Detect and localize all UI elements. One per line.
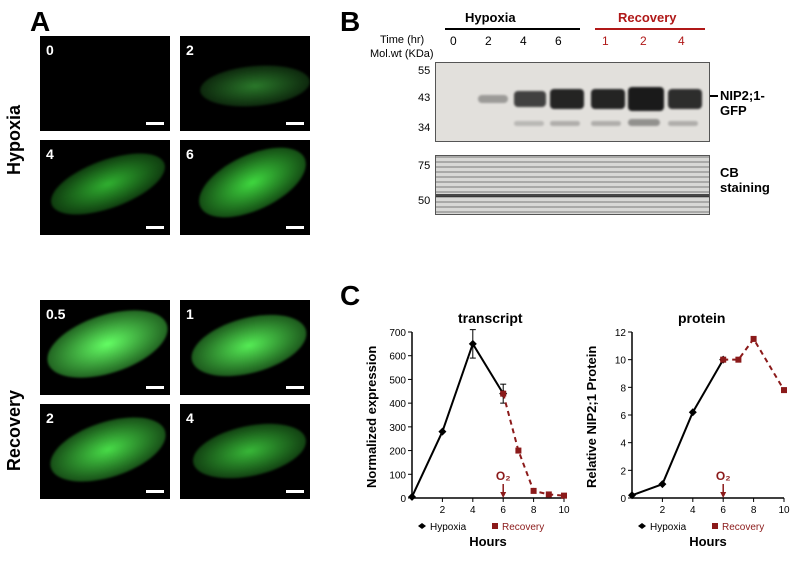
svg-text:12: 12	[615, 328, 627, 339]
svg-text:4: 4	[690, 505, 696, 516]
timepoint-label: 1	[186, 306, 194, 322]
svg-text:Hypoxia: Hypoxia	[650, 522, 687, 533]
mw-tick: 43	[418, 92, 430, 104]
panel-a-row1-label: Hypoxia	[4, 105, 25, 175]
svg-text:Hypoxia: Hypoxia	[430, 522, 467, 533]
micrograph-hypoxia-4: 4	[40, 140, 170, 235]
panel-c-label: C	[340, 280, 360, 312]
micrograph-hypoxia-6: 6	[180, 140, 310, 235]
svg-text:Recovery: Recovery	[722, 522, 764, 533]
blot-strip-cb	[435, 155, 710, 215]
lane-time: 2	[485, 34, 492, 48]
blot-group-hypoxia: Hypoxia	[465, 10, 516, 25]
micrograph-hypoxia-2: 2	[180, 36, 310, 131]
lane-time: 0	[450, 34, 457, 48]
cb-label: CB staining	[720, 165, 770, 195]
lane-time: 6	[555, 34, 562, 48]
micrograph-recovery-4: 4	[180, 404, 310, 499]
svg-text:6: 6	[620, 411, 626, 422]
mw-row-label: Mol.wt (KDa)	[370, 48, 434, 60]
svg-text:Hours: Hours	[469, 534, 507, 549]
svg-text:6: 6	[500, 505, 506, 516]
scale-bar	[286, 386, 304, 389]
svg-text:2: 2	[660, 505, 666, 516]
svg-text:4: 4	[470, 505, 476, 516]
timepoint-label: 6	[186, 146, 194, 162]
scale-bar	[286, 490, 304, 493]
lane-time: 1	[602, 34, 609, 48]
scale-bar	[286, 226, 304, 229]
chart-title: protein	[678, 310, 725, 326]
time-row-label: Time (hr)	[380, 34, 424, 46]
lane-time: 4	[678, 34, 685, 48]
svg-text:0: 0	[620, 494, 626, 505]
timepoint-label: 0.5	[46, 306, 65, 322]
svg-text:400: 400	[389, 399, 406, 410]
scale-bar	[146, 490, 164, 493]
blot-group-recovery: Recovery	[618, 10, 677, 25]
micrograph-recovery-05: 0.5	[40, 300, 170, 395]
mw-tick: 75	[418, 160, 430, 172]
nip-label: NIP2;1-GFP	[720, 88, 780, 118]
chart-protein: 0 2 4 6 8 10 12 2 4 6 8 10 O₂ Hypoxia RecoveryHours pro…	[590, 310, 790, 560]
side-tick	[710, 95, 718, 97]
chart-title: transcript	[458, 310, 523, 326]
micrograph-recovery-1: 1	[180, 300, 310, 395]
svg-text:Hours: Hours	[689, 534, 727, 549]
timepoint-label: 0	[46, 42, 54, 58]
svg-text:10: 10	[615, 356, 627, 367]
blot-group-underline	[445, 28, 580, 30]
timepoint-label: 4	[186, 410, 194, 426]
mw-tick: 55	[418, 65, 430, 77]
svg-text:8: 8	[620, 383, 626, 394]
micrograph-hypoxia-0: 0	[40, 36, 170, 131]
svg-text:8: 8	[531, 505, 537, 516]
svg-text:10: 10	[558, 505, 570, 516]
svg-text:500: 500	[389, 375, 406, 386]
svg-text:O₂: O₂	[716, 469, 731, 483]
svg-text:700: 700	[389, 328, 406, 339]
svg-text:O₂: O₂	[496, 469, 511, 483]
svg-text:6: 6	[720, 505, 726, 516]
svg-text:300: 300	[389, 423, 406, 434]
timepoint-label: 4	[46, 146, 54, 162]
panel-b-label: B	[340, 6, 360, 38]
svg-text:100: 100	[389, 470, 406, 481]
svg-text:10: 10	[778, 505, 790, 516]
chart-transcript: 0 100 200 300 400 500 600 700 2 4 6 8 10 O₂ Hypoxia Rec…	[370, 310, 570, 560]
chart-ylabel: Normalized expression	[364, 342, 379, 488]
svg-text:200: 200	[389, 447, 406, 458]
lane-time: 2	[640, 34, 647, 48]
svg-text:8: 8	[751, 505, 757, 516]
scale-bar	[146, 226, 164, 229]
timepoint-label: 2	[46, 410, 54, 426]
timepoint-label: 2	[186, 42, 194, 58]
svg-text:2: 2	[620, 466, 626, 477]
panel-a-label: A	[30, 6, 50, 38]
svg-text:0: 0	[400, 494, 406, 505]
mw-tick: 50	[418, 195, 430, 207]
mw-tick: 34	[418, 122, 430, 134]
micrograph-recovery-2: 2	[40, 404, 170, 499]
scale-bar	[146, 386, 164, 389]
lane-time: 4	[520, 34, 527, 48]
scale-bar	[146, 122, 164, 125]
chart-ylabel: Relative NIP2;1 Protein	[584, 342, 599, 488]
svg-text:600: 600	[389, 352, 406, 363]
svg-text:Recovery: Recovery	[502, 522, 544, 533]
western-blot-region: Hypoxia Recovery Time (hr) Mol.wt (KDa) …	[370, 10, 780, 260]
blot-strip-main	[435, 62, 710, 142]
svg-text:4: 4	[620, 439, 626, 450]
blot-group-underline	[595, 28, 705, 30]
scale-bar	[286, 122, 304, 125]
panel-a-row2-label: Recovery	[4, 390, 25, 471]
svg-text:2: 2	[440, 505, 446, 516]
